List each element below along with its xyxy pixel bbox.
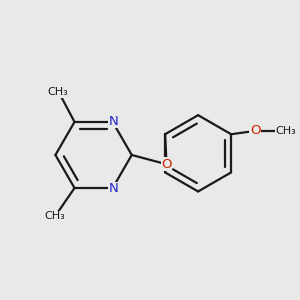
Text: N: N bbox=[109, 115, 118, 128]
Text: CH₃: CH₃ bbox=[48, 87, 68, 97]
Text: CH₃: CH₃ bbox=[44, 211, 65, 221]
Text: N: N bbox=[109, 182, 118, 195]
Text: O: O bbox=[161, 158, 172, 171]
Text: O: O bbox=[250, 124, 260, 137]
Text: CH₃: CH₃ bbox=[275, 126, 296, 136]
